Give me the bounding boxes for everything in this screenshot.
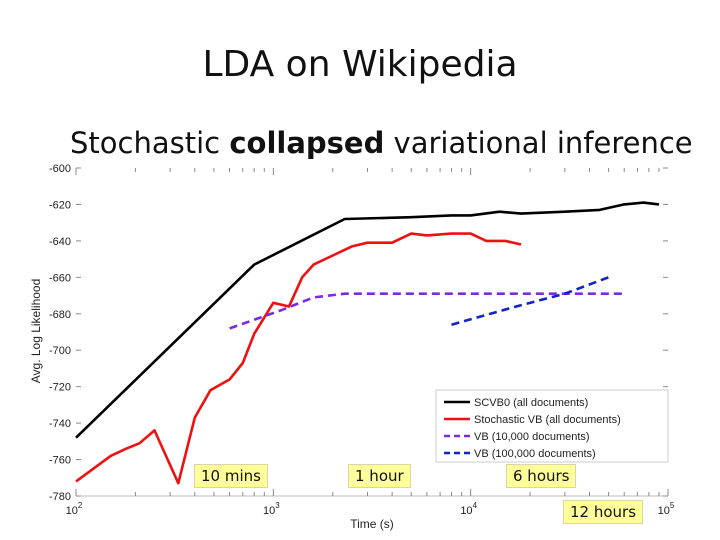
series-line-2 — [75, 232, 522, 485]
legend-label-1: SCVB0 (all documents) — [474, 397, 588, 409]
y-tick-label: -700 — [49, 345, 71, 357]
subtitle-emphasis: collapsed — [229, 126, 385, 160]
y-tick-label: -640 — [49, 236, 71, 248]
legend-label-3: VB (10,000 documents) — [474, 431, 590, 443]
y-tick-label: -780 — [49, 491, 71, 503]
legend-label-2: Stochastic VB (all documents) — [474, 414, 621, 426]
legend: SCVB0 (all documents) Stochastic VB (all … — [435, 389, 669, 463]
subtitle-suffix: variational inference — [384, 126, 693, 160]
series-line-1 — [75, 201, 660, 439]
y-tick-label: -600 — [49, 163, 71, 175]
legend-label-4: VB (100,000 documents) — [474, 448, 596, 460]
callout-10-mins: 10 mins — [194, 464, 268, 488]
series-line-3 — [229, 292, 625, 330]
x-tick-label: 103 — [263, 501, 280, 517]
tick-labels: -600 -620 -640 -660 -680 -700 -720 -740 -760 -780… — [49, 163, 675, 517]
y-tick-label: -620 — [49, 199, 71, 211]
y-tick-label: -740 — [49, 418, 71, 430]
x-tick-label: 104 — [460, 501, 477, 517]
legend-box — [435, 389, 669, 463]
series-layer — [75, 201, 660, 485]
x-axis-label: Time (s) — [350, 517, 394, 531]
callout-12-hours: 12 hours — [563, 500, 644, 524]
subtitle-prefix: Stochastic — [70, 126, 230, 160]
y-tick-label: -680 — [49, 309, 71, 321]
tick-marks — [75, 167, 669, 497]
callout-1-hour: 1 hour — [348, 464, 411, 488]
y-tick-label: -720 — [49, 382, 71, 394]
slide-title: LDA on Wikipedia — [202, 44, 518, 85]
x-tick-label: 102 — [66, 501, 83, 517]
y-tick-label: -660 — [49, 272, 71, 284]
x-tick-label: 105 — [658, 501, 675, 517]
slide-subtitle: Stochastic collapsed variational inferen… — [70, 126, 710, 160]
callout-6-hours: 6 hours — [506, 464, 577, 488]
series-line-4 — [451, 276, 610, 326]
y-axis-label: Avg. Log Likelihood — [29, 279, 43, 384]
y-tick-label: -760 — [49, 455, 71, 467]
